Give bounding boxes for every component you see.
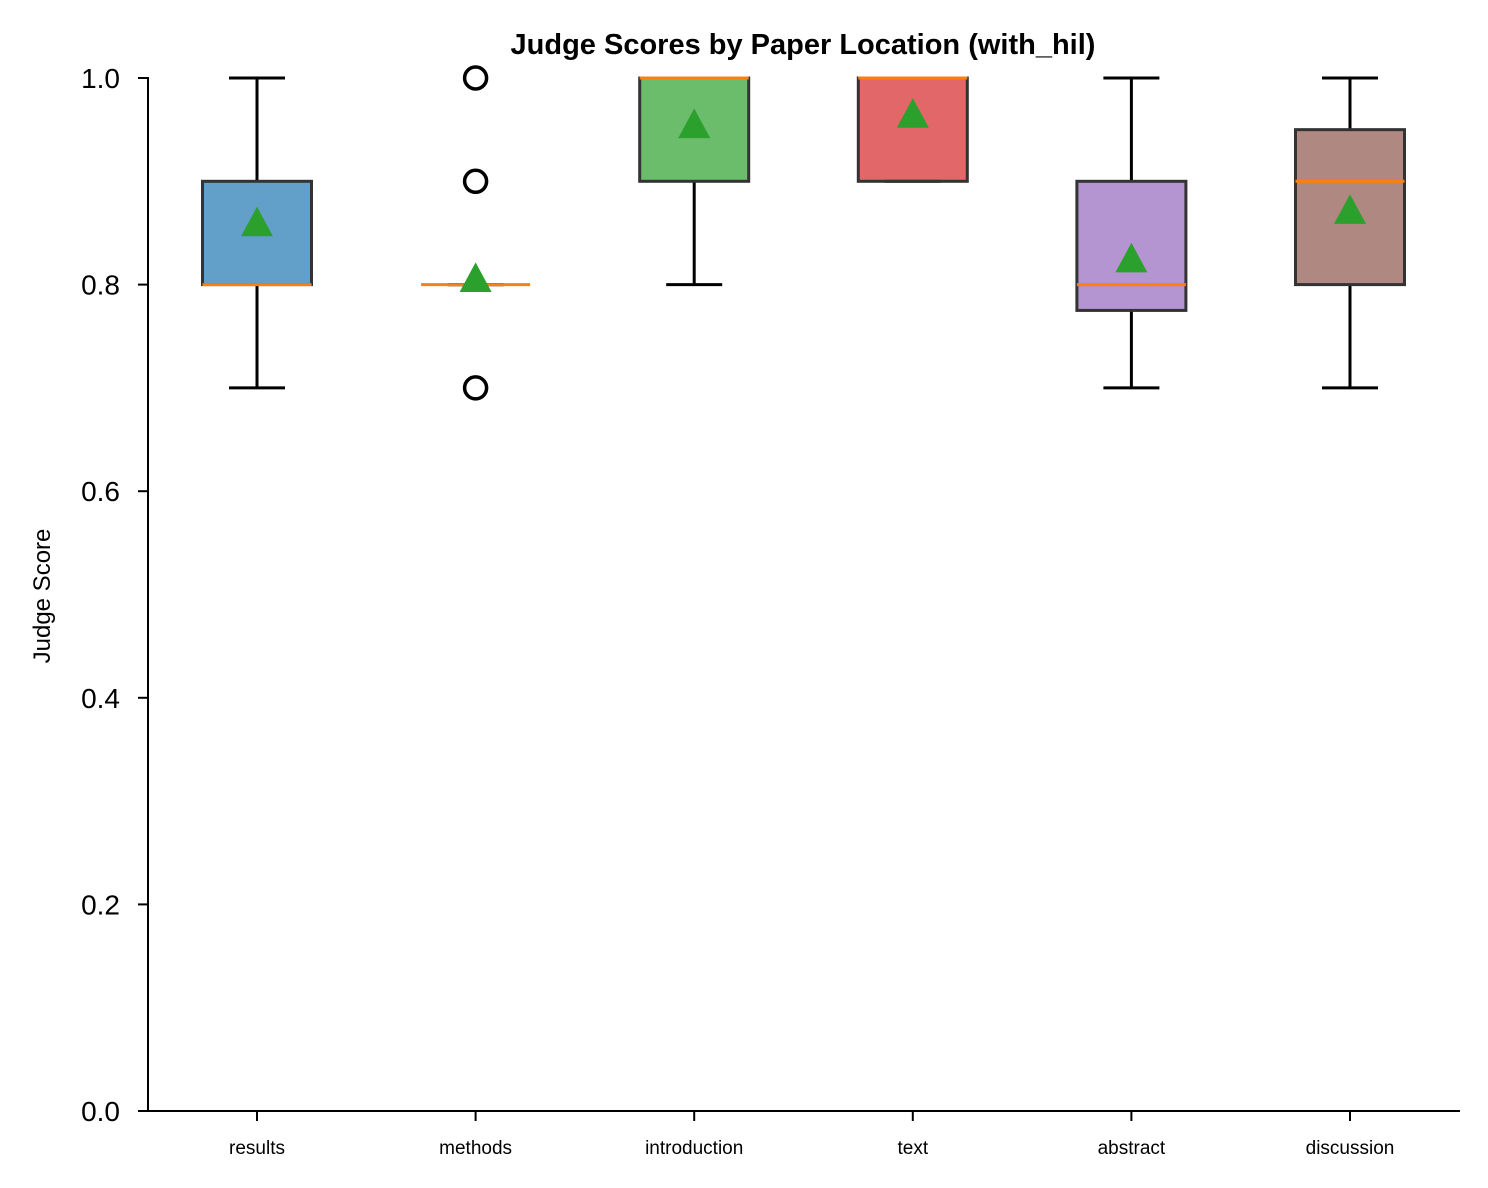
x-tick-label-abstract: abstract	[1098, 1138, 1166, 1159]
box-text	[856, 76, 969, 183]
mean-marker-text	[896, 98, 929, 128]
outlier-point-methods	[462, 375, 489, 401]
mean-marker-results	[241, 206, 273, 237]
y-tick-label: 0.0	[81, 1096, 120, 1127]
mean-marker-methods	[459, 262, 492, 293]
y-axis-label: Judge Score	[29, 529, 56, 664]
y-tick-label: 0.4	[81, 683, 120, 714]
x-tick-label-text: text	[897, 1138, 928, 1159]
mean-marker-introduction	[678, 108, 711, 139]
x-tick-label-introduction: introduction	[645, 1138, 743, 1159]
x-tick-label-results: results	[229, 1138, 285, 1159]
y-tick-label: 0.2	[81, 889, 120, 920]
outlier-point-methods	[462, 65, 489, 91]
box-introduction	[638, 76, 751, 183]
mean-marker-discussion	[1334, 194, 1366, 224]
y-tick-label: 0.6	[81, 476, 120, 507]
x-tick-label-methods: methods	[439, 1138, 512, 1159]
y-tick-label: 1.0	[81, 63, 120, 94]
outlier-point-methods	[462, 168, 489, 195]
plot-area: 0.0 0.2 0.4 0.6 0.8 1.0 results methods introduc…	[81, 63, 1460, 1159]
y-tick-label: 0.8	[81, 270, 120, 301]
chart-title: Judge Scores by Paper Location (with_hil…	[511, 29, 1096, 61]
x-tick-label-discussion: discussion	[1306, 1138, 1395, 1159]
mean-marker-abstract	[1115, 242, 1148, 273]
